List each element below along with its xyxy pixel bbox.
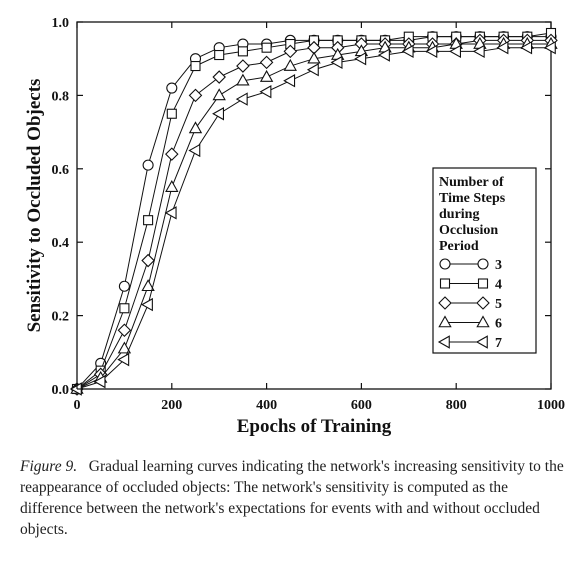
x-tick-label: 400 bbox=[256, 398, 277, 413]
sensitivity-chart: 0.0 0.2 0.4 0.6 0.8 1.0 0 200 400 600 800 1000 Epoc… bbox=[24, 16, 566, 437]
data-point bbox=[543, 41, 556, 55]
y-axis-title: Sensitivity to Occluded Objects bbox=[24, 79, 45, 333]
plot-area: 0.0 0.2 0.4 0.6 0.8 1.0 0 200 400 600 800 1000 bbox=[52, 16, 566, 413]
legend-title: Number of Time Steps during Occlusion Period bbox=[439, 175, 506, 254]
legend-item-3: 3 bbox=[439, 258, 502, 273]
data-point bbox=[439, 258, 451, 270]
x-tick-label: 600 bbox=[351, 398, 372, 413]
legend-label: 5 bbox=[495, 297, 502, 312]
x-axis-title: Epochs of Training bbox=[237, 416, 392, 437]
plot-frame bbox=[76, 21, 552, 390]
data-point bbox=[354, 52, 367, 66]
data-point bbox=[377, 48, 390, 62]
data-point bbox=[212, 107, 224, 121]
data-point bbox=[212, 70, 226, 84]
legend-label: 7 bbox=[495, 336, 502, 351]
data-point bbox=[259, 69, 274, 82]
data-point bbox=[449, 44, 462, 59]
data-point bbox=[283, 44, 298, 59]
series-layer bbox=[69, 27, 558, 396]
data-point bbox=[259, 55, 274, 70]
data-point bbox=[188, 143, 201, 158]
x-tick-label: 1000 bbox=[537, 398, 565, 413]
legend-title-text: Number of Time Steps during Occlusion Period bbox=[439, 175, 506, 254]
data-point bbox=[425, 44, 438, 59]
data-point bbox=[166, 108, 177, 119]
data-point bbox=[438, 315, 452, 328]
y-tick-label: 0.2 bbox=[52, 310, 70, 325]
legend: Number of Time Steps during Occlusion Period… bbox=[432, 167, 537, 354]
data-point bbox=[166, 82, 178, 94]
ticks-layer: 0.0 0.2 0.4 0.6 0.8 1.0 0 200 400 600 800 1000 bbox=[52, 16, 566, 413]
legend-label: 3 bbox=[495, 258, 502, 273]
data-point bbox=[140, 297, 153, 312]
data-point bbox=[190, 60, 201, 72]
data-point bbox=[476, 315, 490, 328]
data-point bbox=[330, 55, 343, 70]
data-point bbox=[141, 253, 155, 268]
caption-text: Gradual learning curves indicating the n… bbox=[20, 458, 564, 538]
legend-item-7: 7 bbox=[437, 335, 502, 351]
data-point bbox=[212, 88, 226, 101]
x-tick-label: 200 bbox=[161, 398, 182, 413]
data-point bbox=[235, 92, 248, 106]
data-point bbox=[476, 296, 490, 310]
legend-item-6: 6 bbox=[438, 315, 502, 332]
y-tick-label: 0.4 bbox=[52, 236, 70, 251]
data-point bbox=[472, 44, 485, 59]
data-point bbox=[236, 73, 250, 86]
data-point bbox=[236, 59, 250, 73]
data-point bbox=[259, 85, 272, 99]
figure-label: Figure 9. bbox=[20, 458, 78, 475]
y-tick-label: 0.8 bbox=[52, 89, 70, 104]
data-point bbox=[117, 352, 130, 367]
x-tick-label: 0 bbox=[74, 398, 81, 413]
data-point bbox=[164, 206, 177, 220]
data-point bbox=[306, 63, 319, 77]
y-tick-label: 1.0 bbox=[52, 16, 70, 31]
series-7 bbox=[69, 41, 556, 396]
data-point bbox=[143, 215, 154, 226]
data-point bbox=[261, 42, 272, 53]
data-point bbox=[496, 41, 509, 55]
data-point bbox=[118, 280, 130, 292]
data-point bbox=[438, 296, 452, 310]
data-point bbox=[165, 147, 179, 161]
data-point bbox=[401, 44, 414, 59]
y-tick-label: 0.0 bbox=[52, 383, 70, 398]
legend-item-5: 5 bbox=[438, 296, 502, 312]
legend-label: 4 bbox=[495, 278, 502, 293]
data-point bbox=[477, 258, 489, 270]
legend-label: 6 bbox=[495, 317, 502, 332]
data-point bbox=[237, 46, 248, 57]
data-point bbox=[307, 51, 321, 64]
data-point bbox=[439, 278, 451, 289]
y-tick-label: 0.6 bbox=[52, 163, 70, 178]
data-point bbox=[475, 335, 488, 349]
data-point bbox=[165, 180, 179, 192]
x-tick-label: 800 bbox=[446, 398, 467, 413]
data-point bbox=[283, 74, 296, 88]
figure-caption: Figure 9. Gradual learning curves indica… bbox=[20, 456, 572, 540]
data-point bbox=[117, 323, 132, 338]
data-point bbox=[477, 278, 489, 289]
data-point bbox=[437, 335, 450, 349]
data-point bbox=[119, 303, 130, 314]
data-point bbox=[141, 279, 155, 292]
data-point bbox=[520, 41, 533, 55]
data-point bbox=[214, 49, 225, 61]
data-point bbox=[142, 159, 154, 171]
data-point bbox=[188, 121, 203, 134]
data-point bbox=[188, 88, 203, 103]
data-point bbox=[283, 58, 297, 71]
legend-item-4: 4 bbox=[439, 278, 502, 293]
data-point bbox=[117, 341, 132, 354]
legend-items: 3 4 5 6 7 bbox=[437, 258, 502, 351]
data-point bbox=[93, 374, 106, 389]
